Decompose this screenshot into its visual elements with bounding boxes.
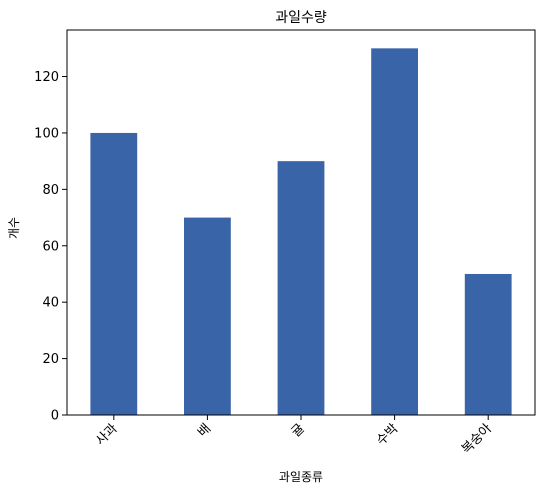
y-axis-label: 개수 <box>7 217 21 239</box>
chart-title: 과일수량 <box>275 10 327 26</box>
y-tick-label: 20 <box>42 352 59 367</box>
bar <box>464 273 512 415</box>
x-tick-label: 귤 <box>289 421 308 440</box>
x-axis: 사과 배 귤 수박 복숭아 <box>93 415 495 457</box>
x-axis-label: 과일종류 <box>279 470 323 484</box>
plot-frame <box>66 29 536 416</box>
x-tick-label: 수박 <box>374 421 402 449</box>
bar <box>277 161 325 415</box>
bar <box>90 132 138 415</box>
y-tick-label: 40 <box>42 296 59 311</box>
bar <box>184 217 231 415</box>
y-tick-label: 60 <box>42 239 59 254</box>
y-axis: 0 20 40 60 80 100 120 <box>34 70 67 424</box>
bar <box>371 48 418 415</box>
x-tick-label: 사과 <box>93 421 121 449</box>
y-tick-label: 100 <box>34 126 59 141</box>
x-tick-label: 복숭아 <box>459 421 495 457</box>
y-tick-label: 0 <box>51 409 59 424</box>
y-tick-label: 120 <box>34 70 59 85</box>
x-tick-label: 배 <box>195 421 214 440</box>
bars <box>90 48 512 415</box>
y-tick-label: 80 <box>42 183 59 198</box>
